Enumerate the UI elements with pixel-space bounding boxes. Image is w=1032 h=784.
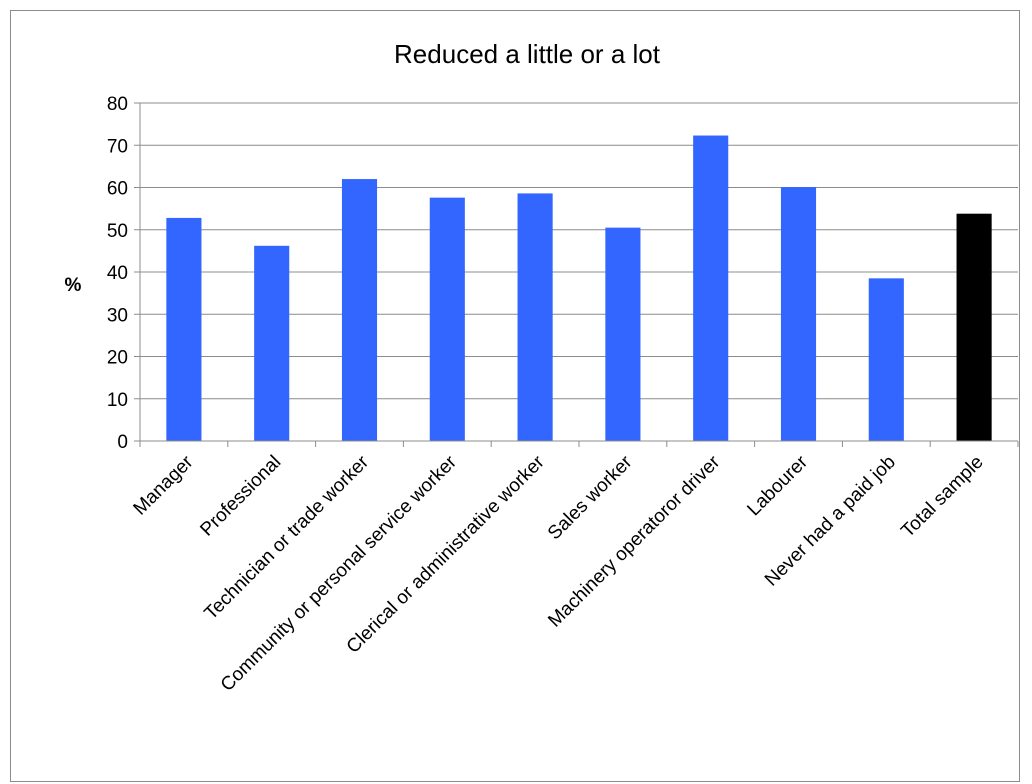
y-tick-label: 40 bbox=[107, 263, 128, 284]
x-category-label: Total sample bbox=[897, 452, 987, 542]
bar-labourer bbox=[780, 187, 817, 441]
bar-community-or-personal-service-worker bbox=[429, 197, 465, 441]
y-tick-label: 20 bbox=[107, 348, 128, 369]
y-tick-label: 10 bbox=[107, 390, 128, 411]
bars bbox=[166, 135, 992, 442]
y-tick-label: 30 bbox=[107, 305, 128, 326]
bar-manager bbox=[166, 217, 202, 441]
bar-professional bbox=[254, 245, 290, 441]
chart-title: Reduced a little or a lot bbox=[394, 39, 661, 69]
x-category-label: Manager bbox=[130, 451, 198, 519]
x-category-label: Professional bbox=[196, 452, 285, 541]
x-category-label: Labourer bbox=[743, 451, 812, 520]
bar-sales-worker bbox=[605, 227, 641, 441]
bar-total-sample bbox=[956, 213, 992, 441]
x-category-label: Clerical or administrative worker bbox=[343, 451, 549, 657]
y-tick-label: 0 bbox=[117, 432, 128, 453]
y-tick-label: 80 bbox=[107, 94, 128, 115]
y-tick-label: 60 bbox=[107, 179, 128, 200]
y-tick-label: 70 bbox=[107, 136, 128, 157]
y-axis-label: % bbox=[65, 275, 82, 296]
bar-machinery-operatoror-driver bbox=[693, 135, 729, 441]
x-category-label: Machinery operatoror driver bbox=[544, 451, 724, 631]
bar-technician-or-trade-worker bbox=[341, 179, 378, 442]
axes bbox=[134, 102, 1019, 447]
bar-never-had-a-paid-job bbox=[868, 278, 904, 441]
y-tick-label: 50 bbox=[107, 221, 128, 242]
x-category-label: Sales worker bbox=[544, 451, 637, 544]
y-tick-labels: 0 10 20 30 40 50 60 70 80 bbox=[107, 94, 128, 453]
bar-clerical-or-administrative-worker bbox=[517, 193, 553, 441]
x-category-label: Technician or trade worker bbox=[201, 451, 374, 624]
